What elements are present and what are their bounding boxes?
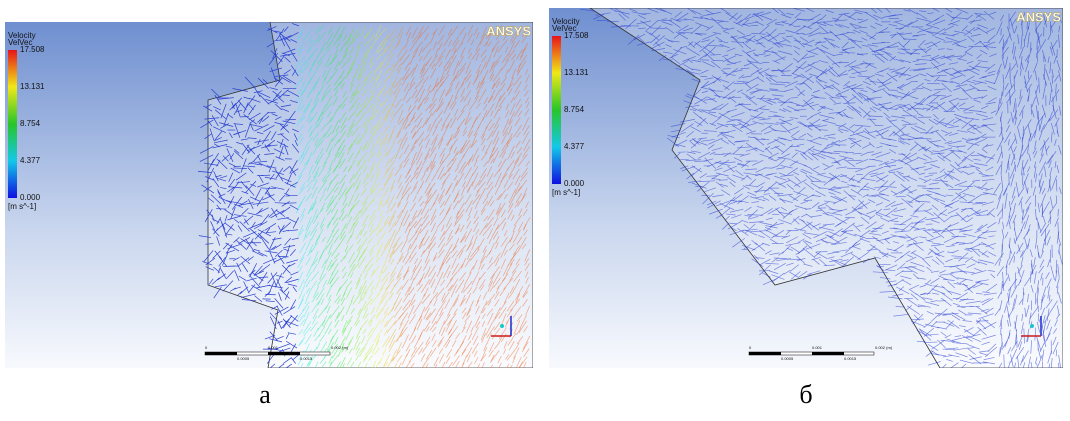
legend-unit: [m s^-1] xyxy=(8,202,36,211)
scale-label: 0.0005 xyxy=(781,356,794,361)
scale-label: 0.0015 xyxy=(300,356,313,361)
colorbar-label: 17.508 xyxy=(20,45,45,54)
scale-label: 0.001 xyxy=(268,345,279,350)
scale-label: 0.002 (m) xyxy=(331,345,349,350)
scale-label: 0.0005 xyxy=(237,356,250,361)
scale-label: 0.0015 xyxy=(844,356,857,361)
scale-bar-segment xyxy=(812,352,844,355)
figure: VelocityVelVec17.50813.1318.7544.3770.00… xyxy=(0,0,1070,421)
axis-z xyxy=(500,324,504,328)
colorbar-label: 8.754 xyxy=(20,119,41,128)
panel: VelocityVelVec17.50813.1318.7544.3770.00… xyxy=(5,22,533,378)
ansys-logo: ANSYS xyxy=(486,23,531,38)
colorbar-label: 17.508 xyxy=(564,31,589,40)
colorbar xyxy=(552,36,561,184)
axis-z xyxy=(1030,324,1034,328)
caption: а xyxy=(259,380,271,409)
colorbar xyxy=(8,50,17,198)
scale-label: 0.002 (m) xyxy=(875,345,893,350)
colorbar-label: 13.131 xyxy=(564,68,589,77)
scale-bar-segment xyxy=(205,352,237,355)
colorbar-label: 4.377 xyxy=(564,142,585,151)
colorbar-label: 0.000 xyxy=(564,179,585,188)
colorbar-label: 8.754 xyxy=(564,105,585,114)
colorbar-label: 0.000 xyxy=(20,193,41,202)
ansys-logo: ANSYS xyxy=(1016,9,1061,24)
scale-bar-segment xyxy=(749,352,781,355)
panel: VelocityVelVec17.50813.1318.7544.3770.00… xyxy=(549,5,1063,378)
scale-bar-segment xyxy=(268,352,300,355)
colorbar-label: 4.377 xyxy=(20,156,41,165)
scale-label: 0.001 xyxy=(812,345,823,350)
caption: б xyxy=(799,380,812,409)
legend-unit: [m s^-1] xyxy=(552,188,580,197)
colorbar-label: 13.131 xyxy=(20,82,45,91)
